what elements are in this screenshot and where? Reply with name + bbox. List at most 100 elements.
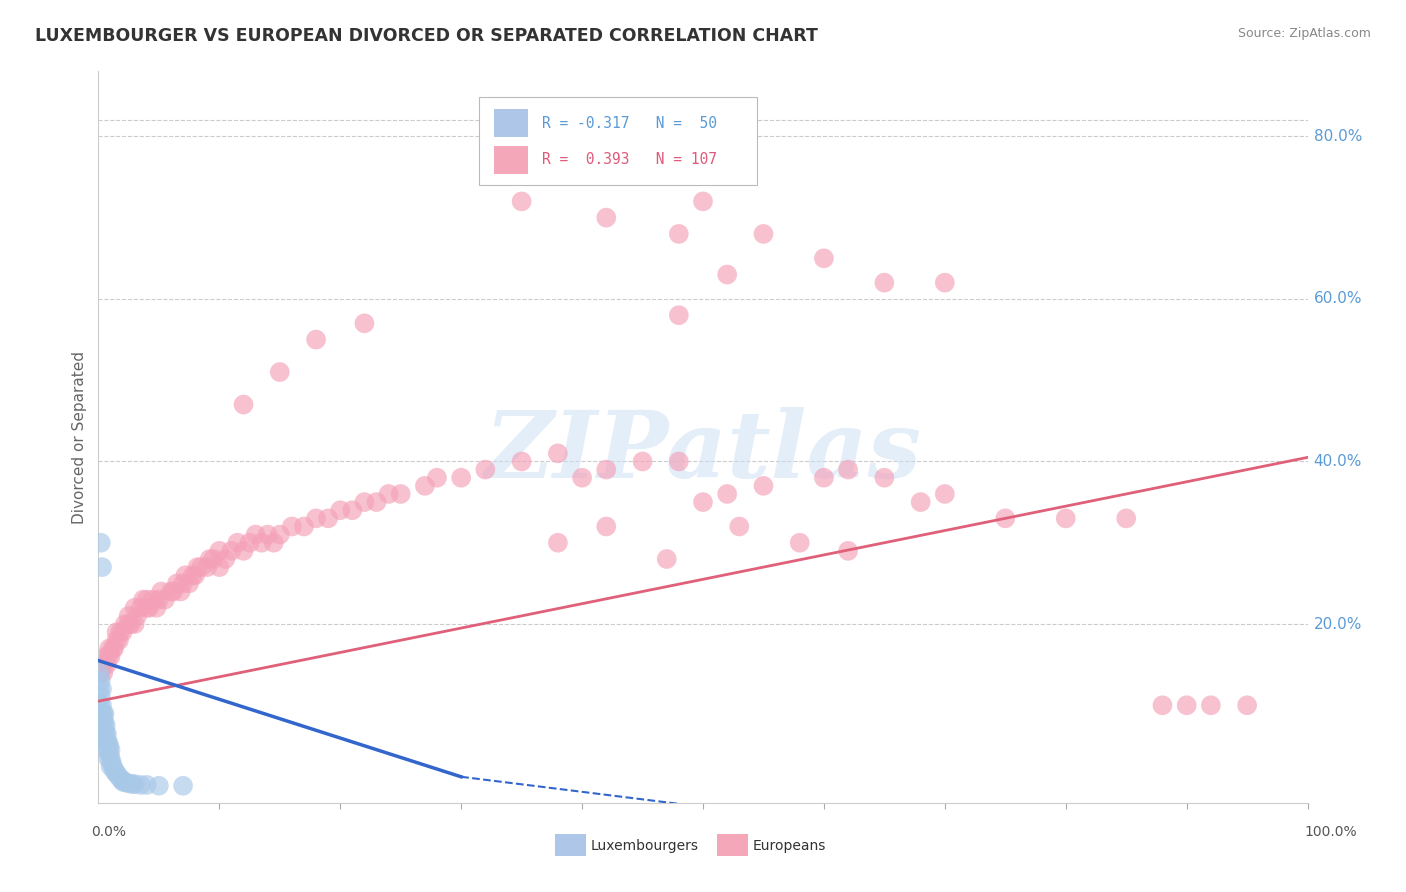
Point <box>692 194 714 209</box>
Point <box>221 544 243 558</box>
Point <box>547 535 569 549</box>
Point <box>108 772 131 786</box>
Point <box>97 649 120 664</box>
Point <box>91 718 114 732</box>
Point <box>124 600 146 615</box>
Point <box>269 365 291 379</box>
Point <box>91 706 114 721</box>
Point <box>716 268 738 282</box>
Point <box>124 777 146 791</box>
FancyBboxPatch shape <box>479 97 758 185</box>
Text: Source: ZipAtlas.com: Source: ZipAtlas.com <box>1237 27 1371 40</box>
Text: Luxembourgers: Luxembourgers <box>591 838 699 853</box>
Point <box>103 764 125 778</box>
Point <box>107 768 129 782</box>
Point <box>1115 511 1137 525</box>
Text: R = -0.317   N =  50: R = -0.317 N = 50 <box>543 116 717 131</box>
Point <box>114 775 136 789</box>
Point <box>692 495 714 509</box>
Point <box>135 600 157 615</box>
Point <box>174 568 197 582</box>
Point <box>103 641 125 656</box>
Point <box>166 576 188 591</box>
Point <box>316 511 339 525</box>
Point <box>89 698 111 713</box>
Point <box>96 727 118 741</box>
Point <box>94 727 117 741</box>
Point <box>111 625 134 640</box>
Point <box>208 560 231 574</box>
Point <box>281 519 304 533</box>
Point <box>232 398 254 412</box>
Point <box>162 584 184 599</box>
Point <box>98 739 121 753</box>
Point <box>226 535 249 549</box>
Point <box>934 276 956 290</box>
Point <box>752 227 775 241</box>
Point <box>127 608 149 623</box>
Point <box>91 706 114 721</box>
Point <box>120 617 142 632</box>
Point <box>114 617 136 632</box>
Point <box>153 592 176 607</box>
Text: ZIPatlas: ZIPatlas <box>485 407 921 497</box>
Point <box>100 743 122 757</box>
Point <box>837 462 859 476</box>
Text: 60.0%: 60.0% <box>1313 292 1362 307</box>
Point <box>145 600 167 615</box>
Text: 100.0%: 100.0% <box>1305 825 1357 839</box>
Point <box>198 552 221 566</box>
Point <box>97 743 120 757</box>
Point <box>93 657 115 672</box>
Point <box>510 454 533 468</box>
Point <box>91 665 114 680</box>
Point <box>668 227 690 241</box>
Point <box>813 471 835 485</box>
Point <box>256 527 278 541</box>
Point <box>873 276 896 290</box>
Point <box>91 710 114 724</box>
Point <box>187 560 209 574</box>
Point <box>90 673 112 688</box>
Point <box>97 751 120 765</box>
FancyBboxPatch shape <box>494 110 527 137</box>
Point <box>195 560 218 574</box>
Point <box>118 776 141 790</box>
Point <box>94 649 117 664</box>
Point <box>837 544 859 558</box>
Point <box>292 519 315 533</box>
Point <box>89 681 111 696</box>
Point <box>631 454 654 468</box>
Point <box>668 308 690 322</box>
Point <box>105 633 128 648</box>
Point <box>184 568 207 582</box>
Point <box>100 649 122 664</box>
FancyBboxPatch shape <box>494 146 527 174</box>
Text: Europeans: Europeans <box>752 838 825 853</box>
Point <box>118 617 141 632</box>
Point <box>93 723 115 737</box>
Point <box>305 511 328 525</box>
Text: 80.0%: 80.0% <box>1313 128 1362 144</box>
Point <box>1054 511 1077 525</box>
Point <box>121 777 143 791</box>
Point <box>105 766 128 780</box>
Point <box>413 479 436 493</box>
Point <box>179 576 201 591</box>
Point <box>94 718 117 732</box>
Point <box>655 552 678 566</box>
Point <box>124 617 146 632</box>
Text: R =  0.393   N = 107: R = 0.393 N = 107 <box>543 153 717 168</box>
Point <box>728 519 751 533</box>
Point <box>789 535 811 549</box>
Point <box>1152 698 1174 713</box>
Point <box>111 772 134 787</box>
Point <box>377 487 399 501</box>
Point <box>135 592 157 607</box>
Point <box>547 446 569 460</box>
Point <box>353 316 375 330</box>
Y-axis label: Divorced or Separated: Divorced or Separated <box>72 351 87 524</box>
Point <box>108 633 131 648</box>
Point <box>450 471 472 485</box>
Point <box>100 759 122 773</box>
